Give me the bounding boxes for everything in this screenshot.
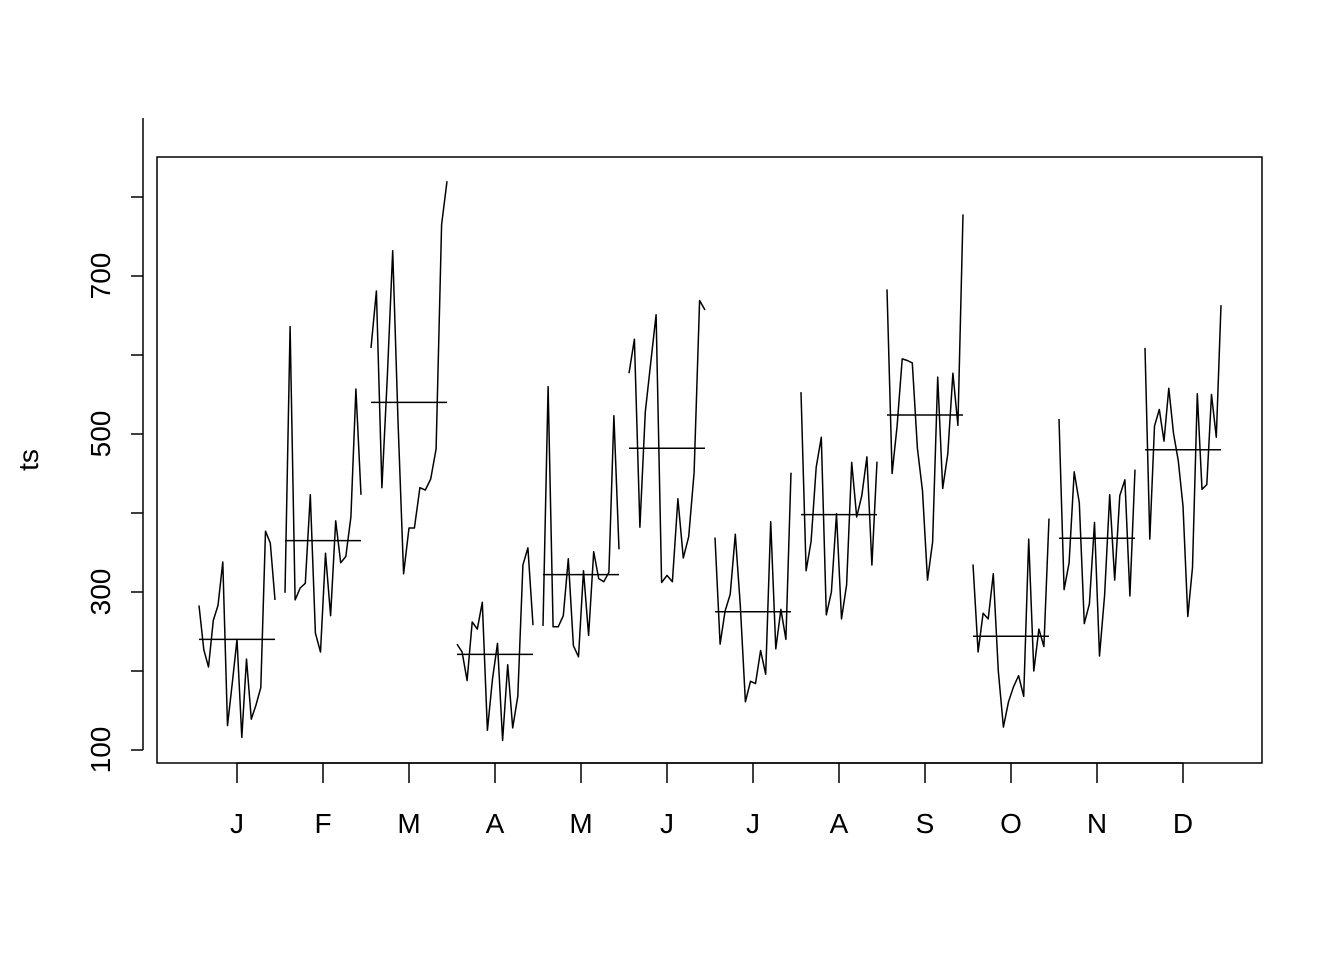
month-series-line bbox=[628, 299, 706, 584]
month-group bbox=[198, 530, 276, 739]
x-tick-label: O bbox=[1000, 808, 1022, 839]
x-tick-label: M bbox=[569, 808, 592, 839]
month-series-line bbox=[456, 547, 534, 742]
y-tick-label: 300 bbox=[85, 569, 116, 616]
month-series-line bbox=[1058, 418, 1136, 657]
y-axis: 100 300 500 700 bbox=[85, 118, 144, 774]
month-group bbox=[542, 385, 620, 658]
plot-frame bbox=[156, 156, 1263, 764]
y-tick-label: 500 bbox=[85, 411, 116, 458]
x-tick-label: J bbox=[660, 808, 674, 839]
month-group bbox=[886, 214, 964, 581]
x-tick-label: S bbox=[916, 808, 935, 839]
month-group bbox=[1058, 418, 1136, 657]
x-tick-label: A bbox=[830, 808, 849, 839]
x-tick-label: A bbox=[486, 808, 505, 839]
month-group bbox=[456, 547, 534, 742]
month-series-line bbox=[714, 472, 792, 703]
month-group bbox=[370, 181, 448, 575]
month-group bbox=[628, 299, 706, 584]
x-tick-label: J bbox=[746, 808, 760, 839]
month-series-line bbox=[284, 325, 362, 653]
x-tick-label: J bbox=[230, 808, 244, 839]
month-series-line bbox=[972, 518, 1050, 728]
month-group bbox=[284, 325, 362, 653]
month-series-line bbox=[198, 530, 276, 739]
x-tick-label: N bbox=[1087, 808, 1107, 839]
y-tick-label: 100 bbox=[85, 727, 116, 774]
x-tick-label: F bbox=[314, 808, 331, 839]
month-series-line bbox=[1144, 305, 1222, 618]
x-tick-label: M bbox=[397, 808, 420, 839]
month-series-line bbox=[542, 385, 620, 658]
month-group bbox=[800, 392, 878, 620]
month-group bbox=[714, 472, 792, 703]
month-group bbox=[1144, 305, 1222, 618]
x-tick-label: D bbox=[1173, 808, 1193, 839]
series-layer bbox=[198, 181, 1222, 742]
y-axis-title: ts bbox=[13, 449, 44, 471]
y-tick-label: 700 bbox=[85, 253, 116, 300]
month-series-line bbox=[800, 392, 878, 620]
month-series-line bbox=[370, 181, 448, 575]
month-group bbox=[972, 518, 1050, 728]
month-series-line bbox=[886, 214, 964, 581]
